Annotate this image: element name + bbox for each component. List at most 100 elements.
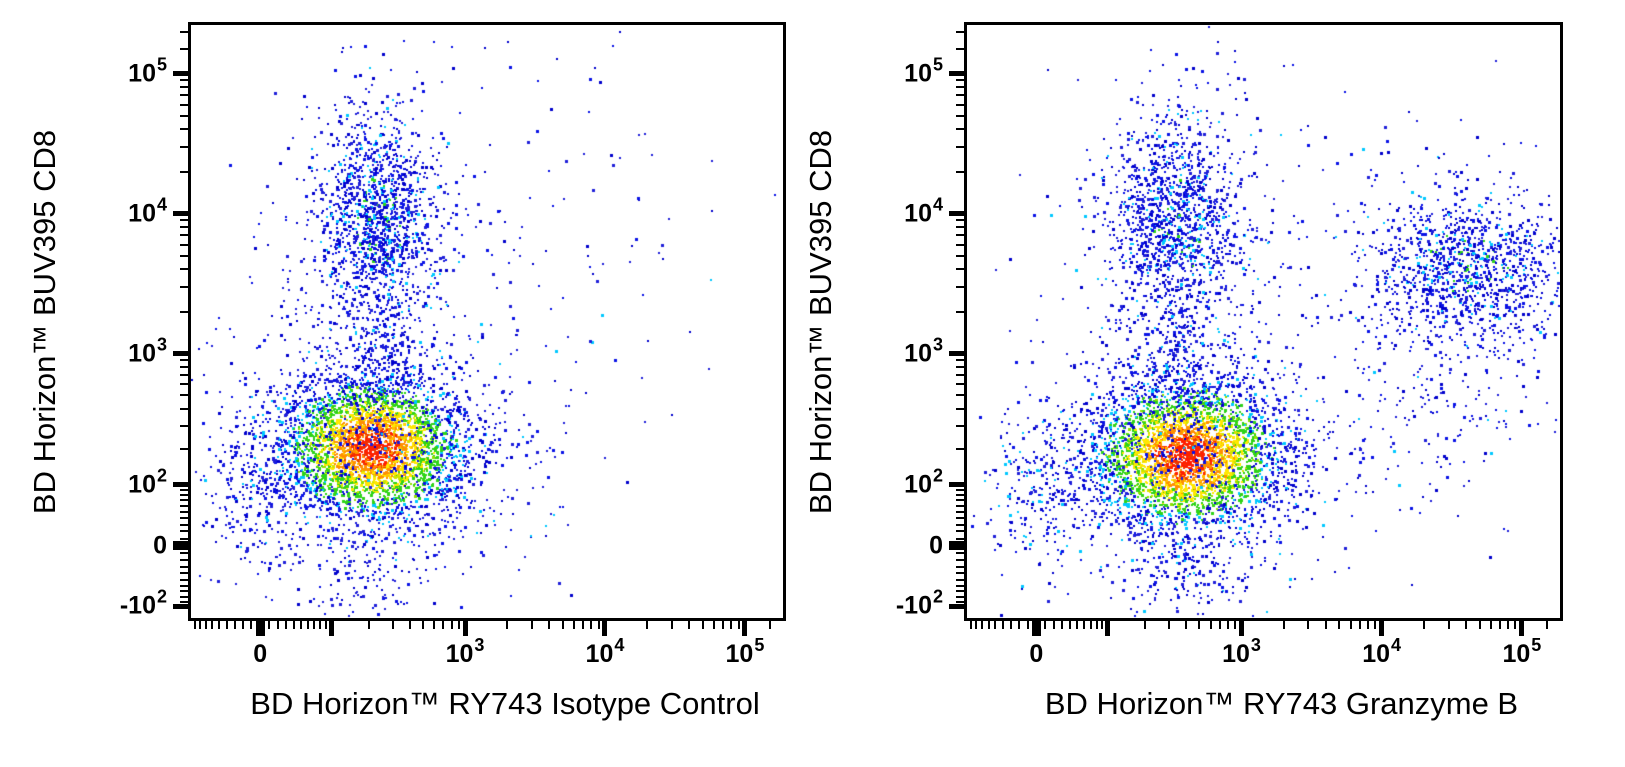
axis-tick [1226,621,1229,629]
axis-tick [1209,621,1212,629]
axis-tick [180,94,188,97]
axis-tick [1044,621,1047,629]
axis-tick [218,621,221,629]
axis-tick [1507,621,1510,629]
axis-tick [969,621,972,629]
axis-tick-label: 104 [1362,635,1402,668]
axis-tick [956,394,964,397]
axis-tick [1026,621,1029,629]
axis-tick [1374,621,1377,629]
axis-tick [1338,621,1341,629]
axis-tick [180,285,188,288]
axis-tick-label: 0 [1029,640,1044,668]
axis-tick [602,621,608,636]
axis-tick [1017,621,1020,629]
axis-tick [1101,621,1104,629]
axis-tick [956,310,964,313]
axis-tick [956,243,964,246]
axis-tick [180,383,188,386]
axis-tick [284,621,287,629]
axis-tick [422,621,425,629]
axis-tick [737,621,740,629]
axis-tick-label: 105 [128,54,167,88]
axis-tick [193,621,196,629]
axis-tick [180,578,188,581]
axis-tick [225,621,228,629]
axis-tick [1198,621,1201,629]
axis-tick [1144,621,1147,629]
axis-tick [180,499,188,501]
axis-tick [701,621,704,629]
axis-tick [319,621,322,629]
axis-tick [956,366,964,369]
axis-tick [180,488,188,491]
axis-tick [180,407,188,410]
axis-tick [1185,621,1188,629]
axis-tick [956,285,964,288]
axis-tick [768,621,771,629]
axis-tick [981,621,984,629]
axis-tick [956,488,964,491]
axis-tick [975,621,978,629]
axis-tick [956,558,964,561]
axis-tick [1167,621,1170,629]
axis-tick [1052,621,1055,629]
axis-tick [180,424,188,427]
axis-tick [956,523,964,526]
axis-tick [956,424,964,427]
axis-tick [956,537,964,540]
axis-tick [1489,621,1492,629]
axis-tick [180,30,188,33]
axis-tick [180,170,188,173]
axis-tick [956,407,964,410]
axis-tick [180,558,188,561]
axis-tick [956,226,964,229]
axis-tick [180,590,188,593]
axis-tick [255,621,265,636]
axis-tick [180,493,188,496]
axis-tick [1218,621,1221,629]
axis-tick [722,621,725,629]
axis-tick [1076,621,1079,629]
axis-tick [956,79,964,82]
axis-tick [1358,621,1361,629]
axis-tick [313,621,316,629]
axis-tick [572,621,575,629]
axis-tick [561,621,564,629]
axis-tick [646,621,649,629]
axis-tick [956,584,964,587]
axis-tick [1083,621,1086,629]
axis-tick [956,145,964,148]
axis-tick [211,621,214,629]
axis-tick [956,219,964,222]
axis-tick [1234,621,1237,629]
axis-tick-label: 104 [904,194,943,228]
axis-tick [180,600,188,603]
axis-tick [1349,621,1352,629]
axis-tick [956,510,964,513]
axis-tick [433,621,436,629]
axis-tick [1031,621,1041,636]
axis-tick [956,114,964,117]
axis-tick [1545,621,1548,629]
axis-tick-label: 102 [128,465,167,499]
axis-tick [956,170,964,173]
axis-tick [1095,621,1098,629]
axis-tick [173,482,188,488]
axis-tick [670,621,673,629]
axis-tick [180,366,188,369]
axis-tick-label: 105 [904,54,943,88]
y-axis-title: BD Horizon™ BUV395 CD8 [803,129,838,514]
axis-tick [173,71,188,77]
axis-tick [180,79,188,82]
axis-tick [956,374,964,377]
axis-tick-label: 103 [128,334,167,368]
axis-tick [173,351,188,357]
axis-tick [180,510,188,513]
axis-tick [173,541,188,551]
axis-tick [180,268,188,271]
axis-tick-label: 104 [585,635,625,668]
axis-tick [1104,621,1110,636]
axis-tick [1068,621,1071,629]
axis-tick [180,86,188,89]
